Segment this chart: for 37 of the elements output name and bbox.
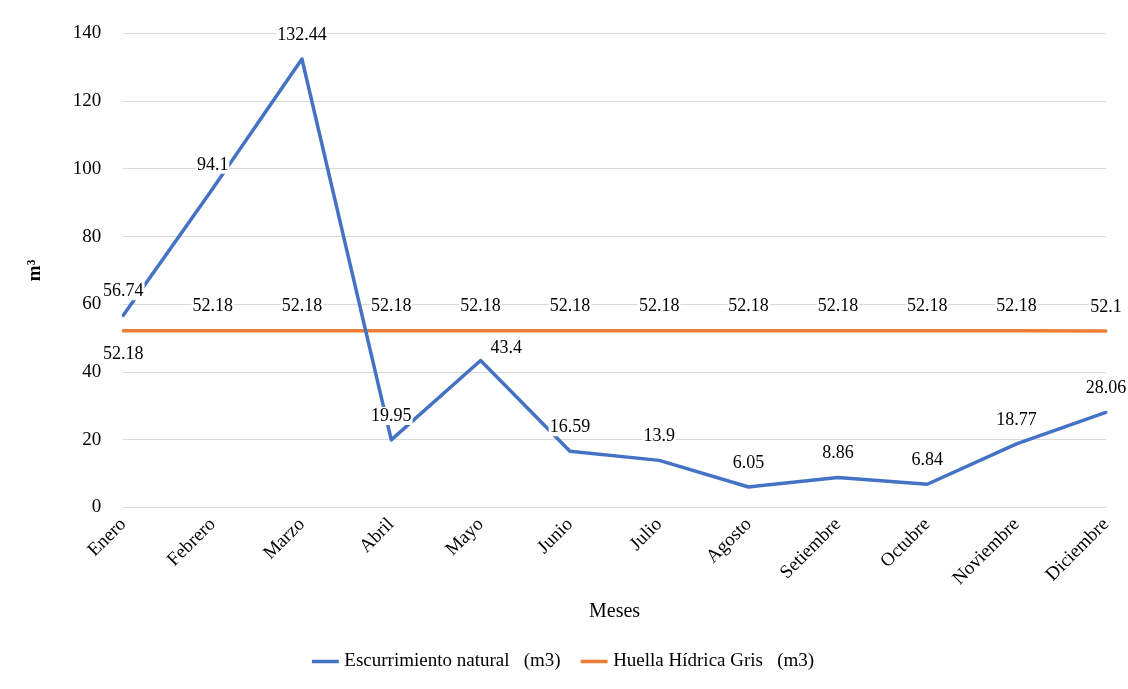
data-label: 52.18 — [549, 295, 591, 316]
data-label: 6.05 — [732, 451, 765, 472]
y-tick-label: 0 — [91, 495, 102, 517]
data-label: 52.18 — [817, 295, 859, 316]
data-label: 52.1 — [1090, 295, 1122, 316]
y-tick-label: 80 — [82, 224, 102, 246]
data-label: 52.18 — [371, 295, 412, 316]
data-label: 52.18 — [728, 295, 769, 316]
y-tick-label: 60 — [82, 292, 102, 314]
data-label: 8.86 — [822, 442, 854, 463]
data-label: 52.18 — [639, 295, 680, 316]
data-label: 52.18 — [996, 295, 1037, 316]
y-tick-label: 140 — [72, 21, 102, 43]
data-label: 16.59 — [549, 416, 591, 436]
data-label: 13.9 — [643, 425, 675, 446]
y-tick-label: 120 — [72, 89, 102, 111]
y-tick-label: 100 — [72, 156, 102, 178]
legend-label: Huella Hídrica Gris (m3) — [613, 649, 815, 672]
data-label: 52.18 — [103, 343, 144, 364]
data-label: 52.18 — [906, 295, 948, 316]
data-label: 6.84 — [911, 449, 943, 470]
data-label: 28.06 — [1085, 377, 1127, 398]
y-tick-label: 20 — [82, 427, 102, 449]
data-label: 56.74 — [103, 280, 144, 301]
data-label: 132.44 — [277, 23, 327, 44]
y-tick-label: 40 — [82, 359, 102, 381]
x-axis-title: Meses — [589, 599, 641, 622]
data-label: 19.95 — [371, 404, 412, 425]
legend-label: Escurrimiento natural (m3) — [344, 649, 561, 672]
data-label: 52.18 — [281, 295, 323, 316]
y-axis-title: m³ — [23, 259, 45, 282]
data-label: 94.1 — [196, 153, 229, 174]
data-label: 52.18 — [192, 295, 233, 316]
data-label: 52.18 — [460, 295, 501, 316]
data-label: 18.77 — [996, 408, 1037, 429]
x-tick-label: Julio — [624, 513, 666, 554]
data-label: 43.4 — [490, 337, 523, 358]
